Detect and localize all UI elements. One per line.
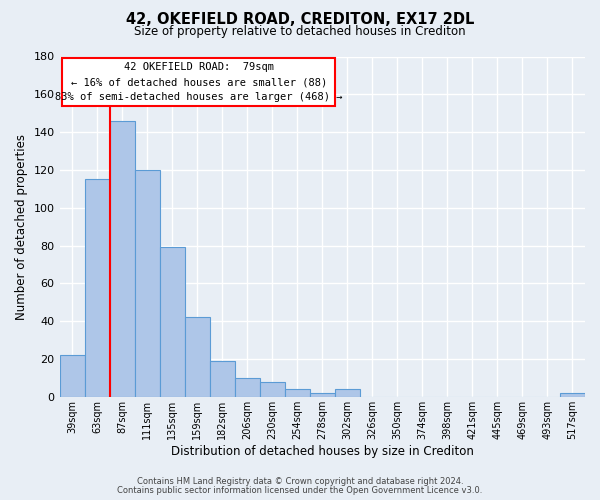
- Bar: [85, 180, 110, 397]
- Bar: [560, 393, 585, 397]
- Bar: [335, 389, 360, 397]
- Y-axis label: Number of detached properties: Number of detached properties: [15, 134, 28, 320]
- X-axis label: Distribution of detached houses by size in Crediton: Distribution of detached houses by size …: [171, 444, 474, 458]
- Text: 42, OKEFIELD ROAD, CREDITON, EX17 2DL: 42, OKEFIELD ROAD, CREDITON, EX17 2DL: [126, 12, 474, 28]
- Text: Size of property relative to detached houses in Crediton: Size of property relative to detached ho…: [134, 25, 466, 38]
- Text: 42 OKEFIELD ROAD:  79sqm
← 16% of detached houses are smaller (88)
83% of semi-d: 42 OKEFIELD ROAD: 79sqm ← 16% of detache…: [55, 62, 343, 102]
- Text: Contains public sector information licensed under the Open Government Licence v3: Contains public sector information licen…: [118, 486, 482, 495]
- Bar: [134, 170, 160, 397]
- Text: Contains HM Land Registry data © Crown copyright and database right 2024.: Contains HM Land Registry data © Crown c…: [137, 477, 463, 486]
- Bar: [310, 393, 335, 397]
- Bar: [160, 248, 185, 397]
- Bar: [209, 361, 235, 397]
- Bar: [285, 389, 310, 397]
- Bar: [59, 355, 85, 397]
- Bar: [110, 121, 134, 397]
- Bar: [235, 378, 260, 397]
- Bar: [185, 318, 209, 397]
- Bar: [260, 382, 285, 397]
